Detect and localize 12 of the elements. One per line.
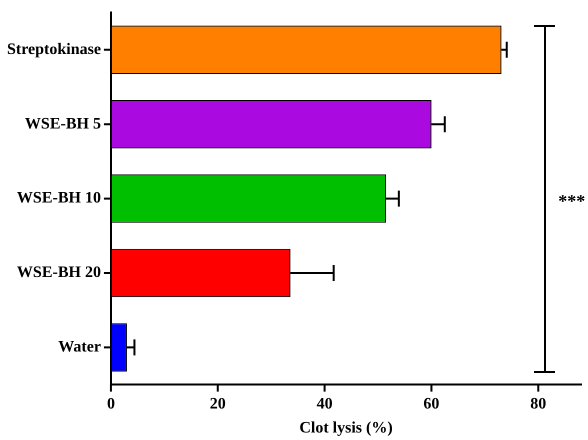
y-tick-label: WSE-BH 5 [24, 115, 101, 132]
x-tick-label: 0 [106, 395, 115, 412]
x-tick-label: 60 [423, 395, 440, 412]
y-tick-label: Streptokinase [7, 40, 101, 58]
annotation: *** [558, 190, 586, 212]
x-tick-label: 40 [316, 395, 333, 412]
x-axis-title: Clot lysis (%) [299, 420, 393, 437]
y-tick-label: Water [58, 338, 101, 356]
x-tick-label: 20 [210, 395, 226, 412]
y-tick-label: WSE-BH 20 [16, 264, 101, 282]
x-tick-label: 80 [530, 395, 546, 412]
y-tick-label: WSE-BH 10 [16, 190, 101, 207]
